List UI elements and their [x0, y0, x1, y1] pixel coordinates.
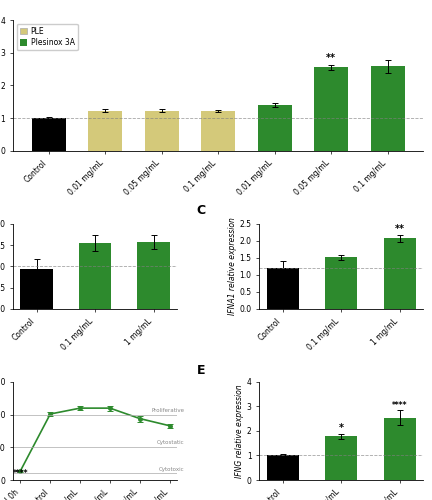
Text: C: C	[197, 204, 206, 217]
Bar	[79, 243, 111, 309]
Bar	[325, 257, 357, 309]
Text: *: *	[339, 424, 344, 434]
Bar	[145, 111, 178, 150]
Text: **: **	[395, 224, 405, 234]
Bar	[384, 238, 416, 309]
Text: Cytotoxic: Cytotoxic	[159, 466, 184, 471]
Text: ****: ****	[392, 400, 407, 409]
Y-axis label: IFNA1 relative expression: IFNA1 relative expression	[228, 218, 237, 316]
Bar	[20, 270, 53, 309]
Bar	[325, 436, 357, 480]
Bar	[384, 418, 416, 480]
Bar	[258, 105, 292, 150]
Bar	[267, 268, 299, 309]
Bar	[201, 111, 235, 150]
Bar	[314, 68, 348, 150]
Y-axis label: IFNG relative expression: IFNG relative expression	[235, 384, 244, 478]
Legend: PLE, Plesinox 3A: PLE, Plesinox 3A	[17, 24, 78, 50]
Text: Cytostatic: Cytostatic	[157, 440, 184, 446]
Text: E: E	[197, 364, 205, 377]
Bar	[267, 456, 299, 480]
Text: Proliferative: Proliferative	[152, 408, 184, 412]
Bar	[32, 118, 66, 150]
Bar	[371, 66, 405, 150]
Text: ****: ****	[13, 469, 28, 478]
Bar	[88, 111, 122, 150]
Bar	[137, 242, 170, 309]
Text: **: **	[326, 54, 336, 64]
